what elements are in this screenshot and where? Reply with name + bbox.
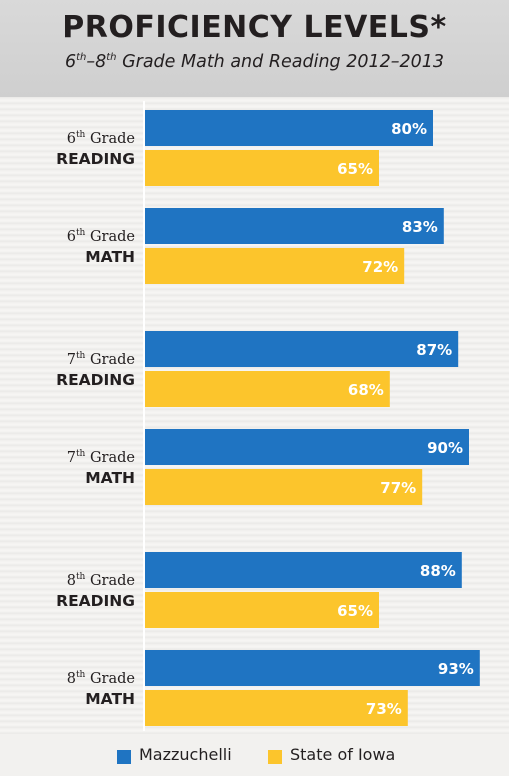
chart-title: PROFICIENCY LEVELS* xyxy=(62,10,447,45)
category-label-subject-7-reading: READING xyxy=(56,371,135,389)
category-label-subject-8-math: MATH xyxy=(85,690,135,708)
category-label-subject-6-math: MATH xyxy=(85,248,135,266)
bar-chart: 80% 65% 6th Grade READING 83% 72% 6th Grade MAT… xyxy=(56,110,480,726)
bar-mazzuchelli-5 xyxy=(145,650,480,686)
subtitle-grade-start: 6 xyxy=(64,52,77,72)
bar-state-of-iowa-3 xyxy=(145,469,423,505)
subtitle-sup-end: th xyxy=(106,52,117,64)
category-label-grade-7-reading: 7th Grade xyxy=(67,351,135,368)
category-label-grade-6-math: 6th Grade xyxy=(67,228,135,245)
category-label-grade-8-reading: 8th Grade xyxy=(67,572,135,589)
chart-header: PROFICIENCY LEVELS* 6th–8th Grade Math a… xyxy=(0,0,509,97)
data-label-mazzuchelli-1: 83% xyxy=(402,218,438,236)
bar-state-of-iowa-1 xyxy=(145,248,405,284)
bar-mazzuchelli-0 xyxy=(145,110,433,146)
bar-mazzuchelli-2 xyxy=(145,331,459,367)
data-label-state-of-iowa-5: 73% xyxy=(366,700,402,718)
category-label-grade-8-math: 8th Grade xyxy=(67,670,135,687)
bar-mazzuchelli-1 xyxy=(145,208,444,244)
data-label-state-of-iowa-4: 65% xyxy=(337,602,373,620)
data-label-mazzuchelli-3: 90% xyxy=(427,439,463,457)
subtitle-grade-end: –8 xyxy=(86,52,107,72)
data-label-state-of-iowa-0: 65% xyxy=(337,160,373,178)
data-label-state-of-iowa-1: 72% xyxy=(362,258,398,276)
subtitle-rest: Grade Math and Reading 2012–2013 xyxy=(116,52,445,72)
legend-label-state-of-iowa: State of Iowa xyxy=(290,745,396,764)
category-label-subject-6-reading: READING xyxy=(56,150,135,168)
subtitle-sup-start: th xyxy=(76,52,87,64)
data-label-mazzuchelli-5: 93% xyxy=(438,660,474,678)
data-label-state-of-iowa-3: 77% xyxy=(380,479,416,497)
bar-mazzuchelli-3 xyxy=(145,429,469,465)
category-label-grade-7-math: 7th Grade xyxy=(67,449,135,466)
data-label-mazzuchelli-0: 80% xyxy=(391,120,427,138)
chart-legend: Mazzuchelli State of Iowa xyxy=(0,740,509,770)
bar-state-of-iowa-2 xyxy=(145,371,390,407)
legend-swatch-state-of-iowa xyxy=(268,750,282,764)
bar-state-of-iowa-0 xyxy=(145,150,379,186)
bar-mazzuchelli-4 xyxy=(145,552,462,588)
category-label-grade-6-reading: 6th Grade xyxy=(67,130,135,147)
category-label-subject-7-math: MATH xyxy=(85,469,135,487)
bar-state-of-iowa-4 xyxy=(145,592,379,628)
data-label-mazzuchelli-4: 88% xyxy=(420,562,456,580)
legend-swatch-mazzuchelli xyxy=(117,750,131,764)
bar-state-of-iowa-5 xyxy=(145,690,408,726)
category-axis-line xyxy=(143,101,145,731)
chart-subtitle: 6th–8th Grade Math and Reading 2012–2013 xyxy=(0,52,509,72)
data-label-state-of-iowa-2: 68% xyxy=(348,381,384,399)
legend-label-mazzuchelli: Mazzuchelli xyxy=(139,745,232,764)
data-label-mazzuchelli-2: 87% xyxy=(416,341,452,359)
category-label-subject-8-reading: READING xyxy=(56,592,135,610)
